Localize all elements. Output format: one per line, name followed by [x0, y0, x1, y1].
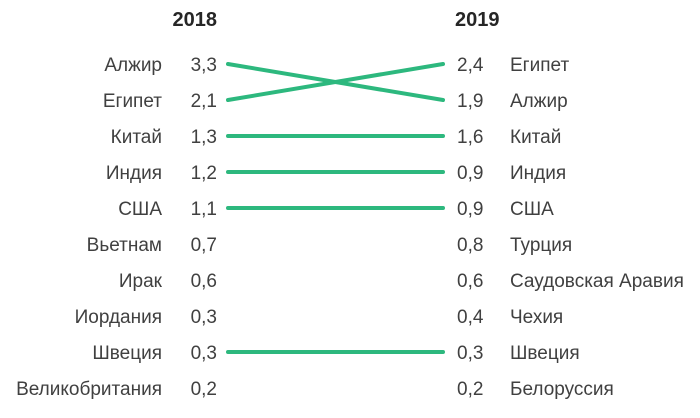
- left-country-label: Египет: [102, 91, 162, 112]
- left-country-value: 0,3: [190, 343, 217, 364]
- right-country-value: 0,6: [457, 271, 484, 292]
- right-country-value: 0,2: [457, 379, 484, 400]
- right-country-label: Саудовская Аравия: [510, 271, 684, 292]
- slope-line: [226, 62, 445, 102]
- right-country-value: 0,9: [457, 199, 484, 220]
- right-country-label: Турция: [510, 235, 573, 256]
- left-country-value: 1,2: [190, 163, 217, 184]
- right-country-label: Швеция: [510, 343, 580, 364]
- right-country-label: США: [510, 199, 554, 220]
- column-header-2019: 2019: [455, 9, 500, 31]
- left-country-label: Великобритания: [16, 379, 162, 400]
- column-header-2018: 2018: [172, 9, 218, 31]
- left-country-value: 0,2: [190, 379, 217, 400]
- right-country-value: 0,3: [457, 343, 484, 364]
- right-country-value: 0,8: [457, 235, 484, 256]
- right-country-value: 1,6: [457, 127, 484, 148]
- right-country-value: 0,4: [457, 307, 484, 328]
- right-country-value: 2,4: [457, 55, 484, 76]
- right-country-label: Чехия: [510, 307, 564, 328]
- left-country-label: США: [118, 199, 162, 220]
- left-country-label: Вьетнам: [86, 235, 162, 256]
- left-country-label: Ирак: [118, 271, 162, 292]
- left-country-value: 1,1: [190, 199, 217, 220]
- right-country-label: Индия: [510, 163, 567, 184]
- right-country-value: 0,9: [457, 163, 484, 184]
- left-country-label: Алжир: [104, 55, 162, 76]
- right-country-label: Белоруссия: [510, 379, 614, 400]
- left-country-value: 0,6: [190, 271, 217, 292]
- left-country-value: 0,7: [190, 235, 217, 256]
- left-country-label: Индия: [105, 163, 162, 184]
- right-country-value: 1,9: [457, 91, 484, 112]
- left-country-value: 2,1: [190, 91, 217, 112]
- left-country-value: 0,3: [190, 307, 217, 328]
- left-country-label: Иордания: [74, 307, 162, 328]
- left-country-label: Швеция: [92, 343, 162, 364]
- right-country-label: Алжир: [510, 91, 568, 112]
- right-country-label: Китай: [510, 127, 562, 148]
- left-country-value: 1,3: [190, 127, 217, 148]
- left-country-label: Китай: [110, 127, 162, 148]
- right-country-label: Египет: [510, 55, 570, 76]
- left-country-value: 3,3: [190, 55, 217, 76]
